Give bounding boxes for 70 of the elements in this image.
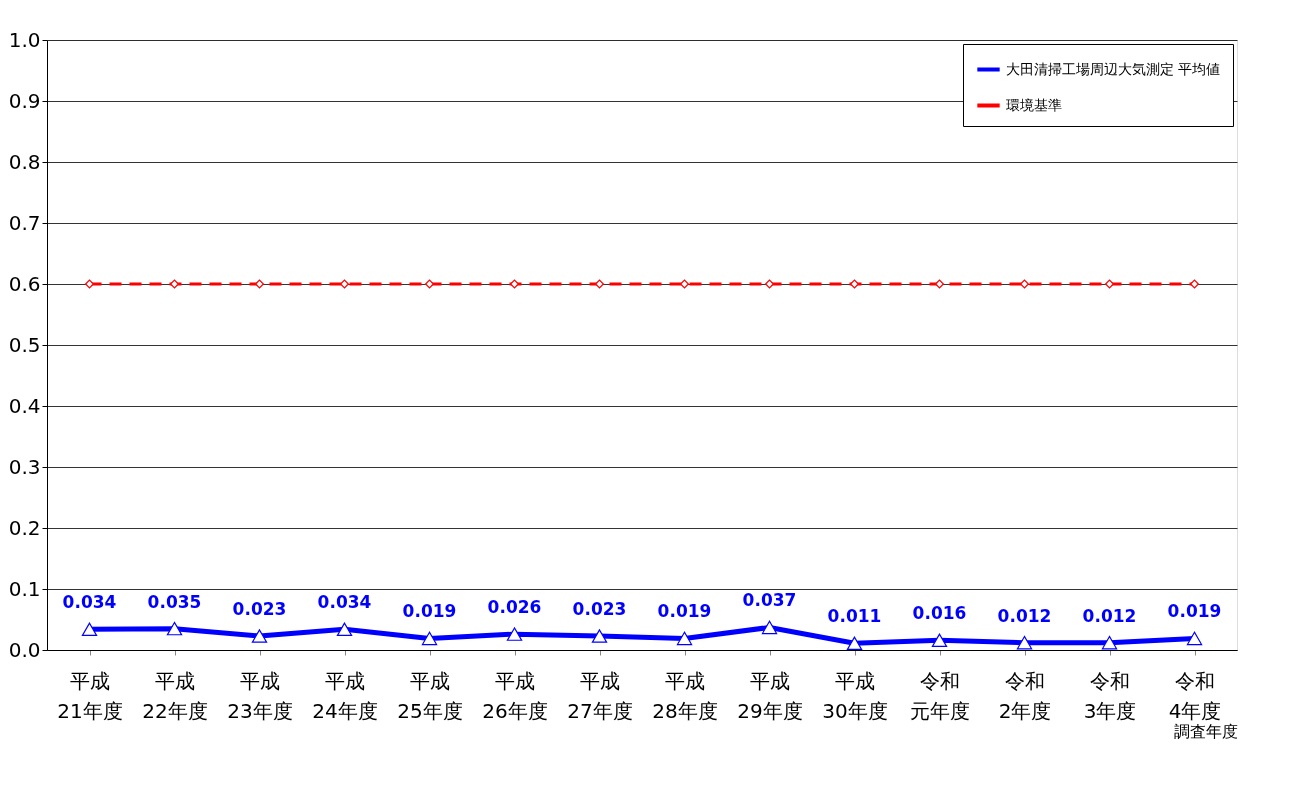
y-tick-label: 0.2	[8, 515, 41, 540]
point	[425, 279, 434, 289]
point	[595, 279, 604, 289]
point	[81, 622, 98, 636]
point	[1186, 631, 1203, 646]
data-label: 0.023	[232, 598, 287, 619]
point	[935, 279, 944, 289]
data-label: 0.016	[912, 603, 967, 624]
data-label: 0.034	[62, 592, 117, 613]
point	[680, 279, 689, 289]
point	[1105, 279, 1114, 289]
point	[421, 631, 438, 646]
data-label: 0.019	[1167, 601, 1222, 622]
data-label: 0.026	[487, 597, 542, 618]
point	[170, 279, 179, 289]
point	[846, 636, 863, 651]
y-tick-label: 1.0	[8, 27, 41, 52]
x-tick-label: 平成30年度	[822, 668, 888, 723]
point	[1190, 279, 1199, 289]
x-tick-label: 平成29年度	[737, 668, 803, 723]
x-tick-label: 平成28年度	[652, 668, 718, 723]
x-tick-label: 平成26年度	[482, 668, 548, 723]
x-tick-label: 平成23年度	[227, 668, 293, 723]
point	[931, 633, 948, 647]
y-tick-label: 0.4	[8, 393, 41, 418]
x-tick-label: 令和3年度	[1083, 668, 1137, 723]
data-label: 0.019	[402, 601, 457, 622]
point	[506, 627, 523, 641]
legend-label: 環境基準	[1006, 96, 1062, 113]
y-tick-label: 0.7	[8, 210, 41, 235]
x-tick-label: 平成27年度	[567, 668, 633, 723]
data-label: 0.034	[317, 592, 372, 613]
y-tick-label: 0.8	[8, 149, 41, 174]
data-label: 0.012	[997, 605, 1052, 626]
point	[85, 279, 94, 289]
point	[850, 279, 859, 289]
point	[765, 279, 774, 289]
point	[510, 279, 519, 289]
point	[255, 279, 264, 289]
point	[1101, 635, 1118, 650]
data-label: 0.019	[657, 601, 712, 622]
y-tick-label: 0.6	[8, 271, 41, 296]
y-tick-label: 0.0	[8, 637, 41, 662]
x-tick-label: 平成25年度	[397, 668, 463, 723]
point	[1020, 279, 1029, 289]
y-tick-label: 0.5	[8, 332, 41, 357]
data-label: 0.035	[147, 591, 202, 612]
x-tick-label: 令和4年度	[1168, 668, 1222, 723]
data-label: 0.011	[827, 606, 882, 627]
data-label: 0.012	[1082, 605, 1137, 626]
y-tick-label: 0.3	[8, 454, 41, 479]
point	[1016, 635, 1033, 650]
y-tick-label: 0.1	[8, 576, 41, 601]
point	[761, 620, 778, 635]
x-tick-label: 平成21年度	[57, 668, 123, 723]
point	[676, 631, 693, 646]
data-label: 0.037	[742, 590, 797, 611]
x-axis-title: 調査年度	[1173, 721, 1238, 741]
data-label: 0.023	[572, 598, 627, 619]
x-tick-label: 平成24年度	[312, 668, 378, 723]
point	[340, 279, 349, 289]
x-tick-label: 平成22年度	[142, 668, 208, 723]
y-tick-label: 0.9	[8, 88, 41, 113]
x-tick-label: 令和元年度	[910, 668, 970, 723]
point	[251, 629, 268, 643]
x-tick-label: 令和2年度	[998, 668, 1052, 723]
point	[336, 622, 353, 636]
point	[591, 629, 608, 643]
point	[166, 621, 183, 636]
legend-label: 大田清掃工場周辺大気測定 平均値	[1006, 60, 1221, 77]
